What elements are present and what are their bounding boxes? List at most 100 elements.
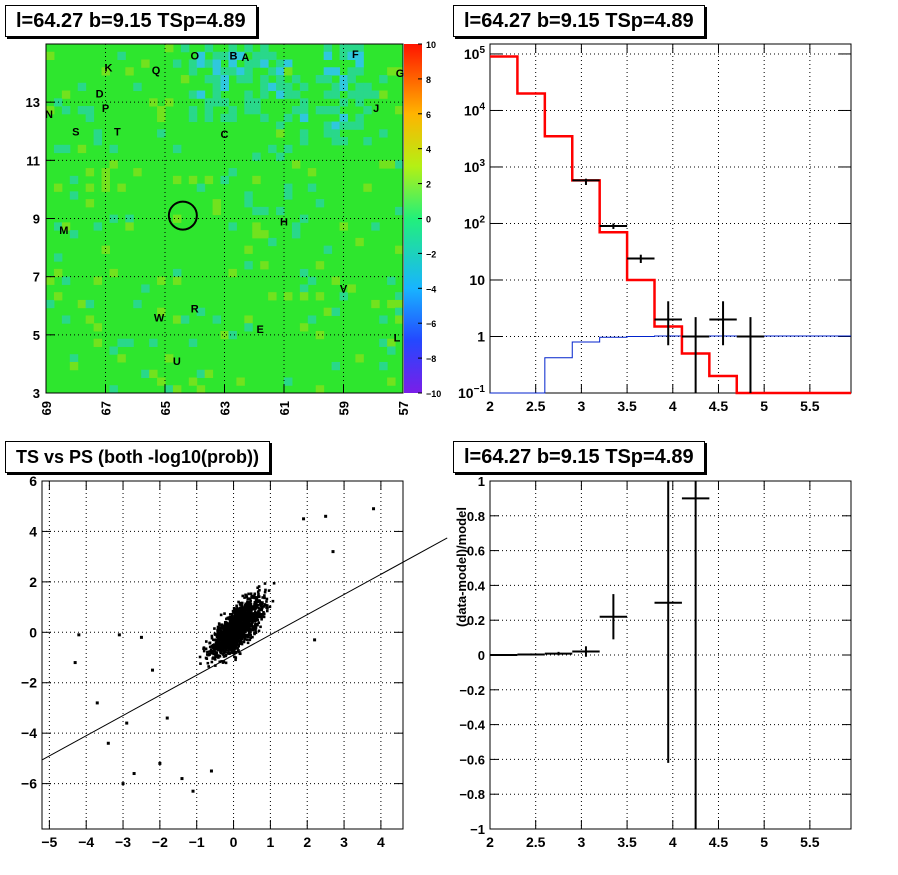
map-pixel [133, 168, 142, 177]
map-pixel [347, 44, 356, 53]
map-pixel [260, 230, 269, 239]
source-label: R [191, 304, 199, 316]
scatter-point [216, 631, 220, 635]
map-pixel [244, 44, 253, 53]
scatter-point [228, 613, 232, 616]
map-pixel [252, 106, 261, 115]
map-pixel [172, 385, 182, 394]
map-pixel [196, 385, 206, 394]
map-pixel [93, 276, 103, 285]
scatter-point [257, 629, 261, 633]
scatter-point [246, 608, 250, 612]
scatter-point [207, 653, 210, 657]
scatter-point [248, 608, 252, 611]
scatter-point [245, 635, 249, 638]
scatter-point [242, 640, 246, 644]
map-pixel [117, 51, 126, 61]
bl-xtick-label: −2 [152, 834, 168, 850]
scatter-point [211, 646, 215, 649]
scatter-point [254, 618, 258, 621]
map-pixel [77, 82, 87, 92]
map-pixel [69, 354, 79, 363]
map-pixel [284, 183, 293, 192]
scatter-point [249, 604, 253, 608]
tr-xtick-label: 5 [760, 398, 768, 414]
scatter-point [252, 617, 256, 620]
scatter-point [240, 630, 244, 634]
map-pixel [212, 59, 222, 68]
outlier-point [77, 633, 81, 637]
map-pixel [284, 292, 293, 301]
source-label: U [173, 356, 181, 368]
map-pixel [331, 67, 341, 76]
scatter-point [247, 602, 251, 606]
map-pixel [101, 67, 110, 76]
map-pixel [387, 377, 396, 386]
map-pixel [149, 369, 158, 378]
map-pixel [228, 67, 237, 76]
tr-ytick-label: 103 [464, 158, 486, 175]
map-pixel [347, 75, 356, 84]
map-pixel [307, 183, 317, 192]
bl-xtick-label: 2 [303, 834, 311, 850]
scatter-point [235, 639, 239, 643]
scatter-point [217, 622, 221, 625]
map-pixel [220, 175, 229, 185]
tl-xtick-label: 57 [396, 401, 411, 415]
scatter-point [235, 610, 239, 614]
map-pixel [299, 323, 309, 332]
scatter-point [223, 625, 227, 629]
scatter-point [239, 625, 242, 629]
map-pixel [220, 98, 229, 107]
scatter-point [218, 647, 222, 651]
map-pixel [196, 307, 206, 316]
scatter-point [222, 639, 226, 642]
scatter-point [228, 633, 231, 636]
scatter-point [242, 623, 245, 626]
scatter-point [258, 603, 262, 606]
map-pixel [141, 369, 150, 378]
map-pixel [299, 284, 309, 293]
tr-ytick-label: 10 [469, 272, 485, 288]
scatter-point [226, 630, 229, 633]
map-pixel [252, 230, 261, 239]
map-pixel [204, 369, 214, 378]
tr-ytick-label: 105 [464, 45, 486, 62]
scatter-point [248, 625, 251, 628]
map-pixel [46, 299, 55, 309]
scatter-point [247, 613, 250, 616]
scatter-point [210, 636, 214, 640]
map-pixel [387, 276, 396, 285]
scatter-point [227, 630, 231, 634]
scatter-point [244, 602, 248, 606]
map-pixel [252, 222, 261, 231]
map-pixel [299, 113, 309, 123]
source-label: M [59, 225, 68, 237]
scatter-point [214, 651, 218, 654]
tr-xtick-label: 4 [669, 398, 677, 414]
map-pixel [276, 152, 285, 161]
scatter-point [262, 610, 265, 614]
map-pixel [172, 144, 182, 154]
map-pixel [109, 268, 118, 278]
map-pixel [315, 106, 325, 115]
map-pixel [291, 90, 301, 99]
scatter-point [263, 582, 267, 585]
scatter-point [255, 596, 258, 599]
scatter-point [226, 616, 229, 620]
scatter-point [212, 652, 216, 656]
scatter-points [198, 581, 276, 668]
scatter-point [233, 608, 236, 612]
scatter-point [226, 628, 230, 631]
scatter-point [229, 631, 233, 634]
scatter-point [230, 634, 233, 638]
tl-xtick-label: 59 [337, 401, 352, 415]
source-label: J [373, 103, 379, 115]
scatter-point [237, 649, 240, 652]
scatter-point [218, 626, 221, 629]
scatter-point [241, 612, 245, 615]
tl-xtick-label: 67 [99, 401, 114, 415]
scatter-point [247, 631, 251, 634]
scatter-point [246, 641, 250, 645]
